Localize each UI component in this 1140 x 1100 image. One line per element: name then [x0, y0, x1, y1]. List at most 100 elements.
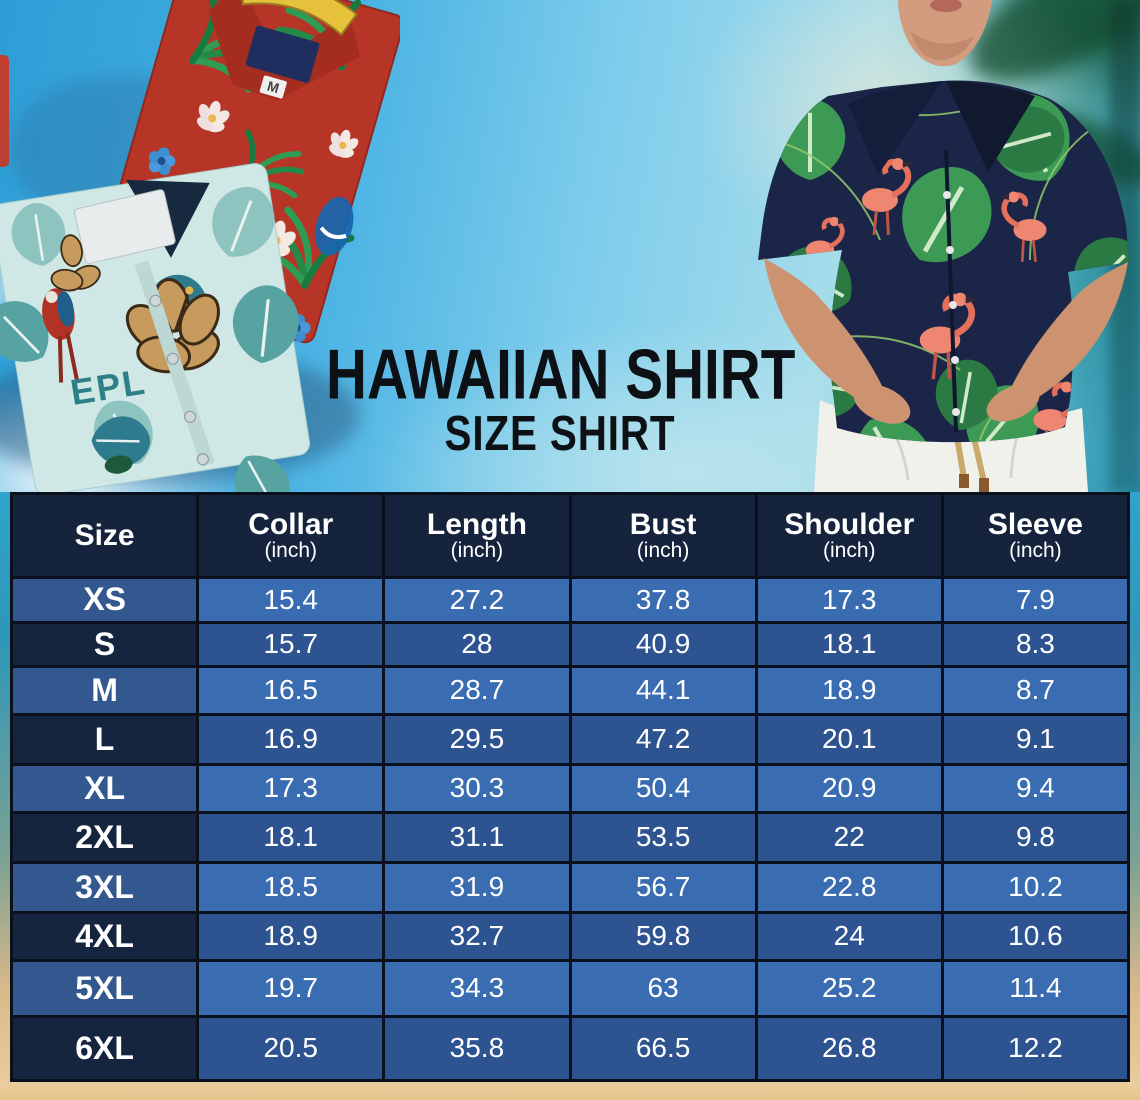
value-cell: 40.9 [571, 623, 755, 665]
value-cell: 12.2 [943, 1017, 1127, 1079]
size-cell: S [13, 623, 197, 665]
value-cell: 59.8 [571, 914, 755, 959]
column-header: Length (inch) [385, 495, 569, 576]
shirt-buttons [149, 294, 209, 466]
model-photo [758, 0, 1129, 492]
column-header: Collar (inch) [199, 495, 383, 576]
size-cell: M [13, 668, 197, 713]
bird-print [104, 455, 133, 474]
size-tag-letter: M [265, 78, 281, 97]
value-cell: 27.2 [385, 579, 569, 621]
lips [930, 0, 962, 12]
column-header: Shoulder (inch) [757, 495, 941, 576]
size-cell: 4XL [13, 914, 197, 959]
value-cell: 9.1 [943, 715, 1127, 763]
table-row: 5XL 19.7 34.3 63 25.2 11.4 [13, 961, 1127, 1015]
teal-hawaiian-shirt: EPL [0, 163, 311, 492]
value-cell: 50.4 [571, 765, 755, 811]
sand-strip [0, 1082, 1140, 1100]
value-cell: 18.9 [199, 914, 383, 959]
value-cell: 34.3 [385, 961, 569, 1015]
value-cell: 11.4 [943, 961, 1127, 1015]
title-block: HAWAIIAN SHIRT SIZE SHIRT [300, 340, 820, 461]
value-cell: 20.5 [199, 1017, 383, 1079]
value-cell: 66.5 [571, 1017, 755, 1079]
collar-hang-tag [240, 0, 358, 37]
column-header-label: Sleeve [987, 507, 1083, 541]
value-cell: 16.9 [199, 715, 383, 763]
column-header-label: Shoulder [784, 507, 915, 541]
value-cell: 29.5 [385, 715, 569, 763]
value-cell: 18.5 [199, 863, 383, 912]
table-row: XS 15.4 27.2 37.8 17.3 7.9 [13, 579, 1127, 621]
right-hand [986, 384, 1040, 422]
left-arm [764, 258, 892, 410]
neck-label [245, 25, 320, 83]
value-cell: 22 [757, 813, 941, 861]
page-subtitle: SIZE SHIRT [444, 404, 676, 461]
value-cell: 9.4 [943, 765, 1127, 811]
table-row: 4XL 18.9 32.7 59.8 24 10.6 [13, 914, 1127, 959]
sleeve-logo-patch [315, 196, 354, 256]
size-cell: 3XL [13, 863, 197, 912]
value-cell: 18.9 [757, 668, 941, 713]
size-cell: 2XL [13, 813, 197, 861]
chest-pocket [73, 189, 176, 264]
value-cell: 22.8 [757, 863, 941, 912]
value-cell: 15.4 [199, 579, 383, 621]
table-row: 2XL 18.1 31.1 53.5 22 9.8 [13, 813, 1127, 861]
cropped-shirt-edge [0, 55, 9, 167]
column-header-label: Bust [629, 507, 697, 541]
folded-shirts-photo: M [0, 0, 400, 492]
column-header-unit: (inch) [450, 539, 504, 563]
value-cell: 44.1 [571, 668, 755, 713]
value-cell: 30.3 [385, 765, 569, 811]
size-cell: 6XL [13, 1017, 197, 1079]
right-arm [1002, 262, 1128, 410]
value-cell: 28 [385, 623, 569, 665]
value-cell: 17.3 [757, 579, 941, 621]
value-cell: 32.7 [385, 914, 569, 959]
table-header-row: Size Collar (inch) Length (inch) Bust (inch) Sh… [13, 495, 1127, 576]
table-row: S 15.7 28 40.9 18.1 8.3 [13, 623, 1127, 665]
table-row: L 16.9 29.5 47.2 20.1 9.1 [13, 715, 1127, 763]
value-cell: 18.1 [757, 623, 941, 665]
size-cell: XS [13, 579, 197, 621]
column-header: Sleeve (inch) [943, 495, 1127, 576]
value-cell: 16.5 [199, 668, 383, 713]
column-header-unit: (inch) [822, 539, 876, 563]
size-cell: 5XL [13, 961, 197, 1015]
size-cell: L [13, 715, 197, 763]
value-cell: 8.7 [943, 668, 1127, 713]
value-cell: 24 [757, 914, 941, 959]
value-cell: 18.1 [199, 813, 383, 861]
size-tag [259, 75, 287, 99]
column-header: Size [13, 495, 197, 576]
value-cell: 20.9 [757, 765, 941, 811]
column-header: Bust (inch) [571, 495, 755, 576]
size-chart-table: Size Collar (inch) Length (inch) Bust (inch) Sh… [10, 492, 1130, 1082]
value-cell: 26.8 [757, 1017, 941, 1079]
parrot-print [42, 288, 79, 383]
value-cell: 37.8 [571, 579, 755, 621]
column-header-label: Size [74, 518, 135, 552]
value-cell: 53.5 [571, 813, 755, 861]
value-cell: 9.8 [943, 813, 1127, 861]
table-row: 3XL 18.5 31.9 56.7 22.8 10.2 [13, 863, 1127, 912]
value-cell: 25.2 [757, 961, 941, 1015]
value-cell: 63 [571, 961, 755, 1015]
value-cell: 15.7 [199, 623, 383, 665]
column-header-unit: (inch) [1009, 539, 1062, 563]
table-row: XL 17.3 30.3 50.4 20.9 9.4 [13, 765, 1127, 811]
table-row: 6XL 20.5 35.8 66.5 26.8 12.2 [13, 1017, 1127, 1079]
hero-photo-area: M [0, 0, 1140, 492]
column-header-label: Length [426, 507, 527, 541]
value-cell: 28.7 [385, 668, 569, 713]
left-hand [853, 384, 911, 424]
value-cell: 19.7 [199, 961, 383, 1015]
value-cell: 47.2 [571, 715, 755, 763]
collar [848, 81, 942, 175]
value-cell: 7.9 [943, 579, 1127, 621]
value-cell: 10.2 [943, 863, 1127, 912]
